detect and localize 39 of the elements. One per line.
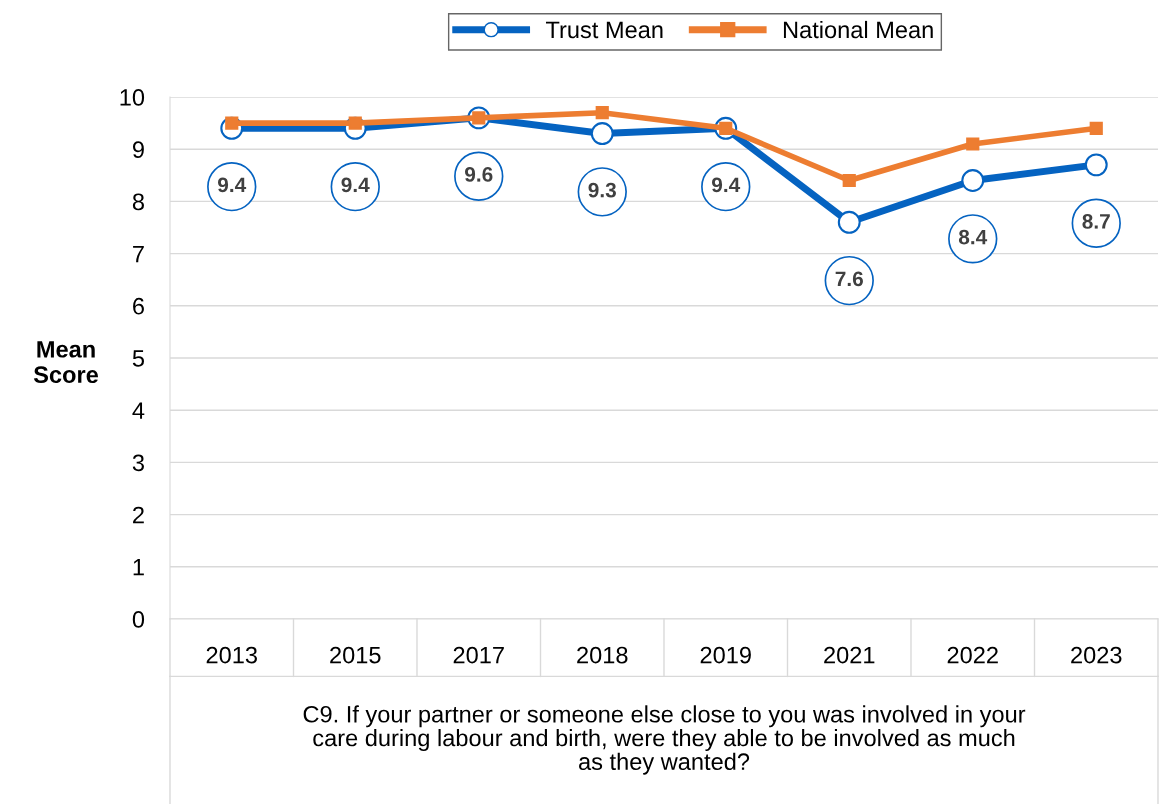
legend-label: National Mean (783, 20, 933, 39)
data-label: 9.4 (711, 177, 741, 193)
data-label: 9.4 (341, 177, 370, 193)
y-tick-label: 2 (133, 506, 144, 524)
x-tick-label: 2023 (1071, 646, 1122, 664)
data-label: 9.3 (588, 182, 616, 198)
y-axis-title: Mean Score (33, 341, 99, 384)
data-label: 7.6 (835, 271, 863, 287)
point (595, 106, 609, 120)
data-label: 9.4 (217, 177, 247, 193)
y-tick-label: 6 (133, 297, 144, 315)
x-tick-label: 2021 (824, 646, 875, 664)
point (590, 122, 614, 145)
y-tick-label: 5 (132, 350, 145, 367)
x-tick-label: 2017 (453, 646, 504, 664)
data-label: 8.7 (1082, 214, 1110, 229)
point (966, 137, 980, 151)
y-tick-label: 0 (132, 611, 145, 628)
legend-label: Trust Mean (545, 21, 663, 39)
point (837, 210, 861, 234)
x-tick-label: 2013 (206, 646, 257, 664)
y-tick-label: 8 (132, 193, 144, 211)
x-tick-label: 2018 (577, 646, 628, 664)
x-axis-title: C9. If your partner or someone else close to you was involved in your care during labour and birth, were they able to be involved as much as they wanted? (303, 705, 1026, 775)
x-tick-label: 2019 (700, 646, 751, 664)
data-label: 8.4 (958, 229, 988, 245)
y-tick-label: 4 (132, 402, 145, 419)
y-tick-label: 1 (133, 559, 144, 576)
y-tick-label: 7 (133, 245, 144, 263)
point (842, 173, 856, 188)
point (1084, 153, 1108, 177)
x-tick-label: 2022 (947, 646, 998, 664)
y-tick-label: 3 (132, 454, 144, 472)
y-tick-label: 9 (132, 141, 144, 158)
data-label: 9.6 (464, 167, 493, 182)
x-tick-label: 2015 (330, 646, 381, 664)
point (1089, 121, 1103, 135)
y-tick-label: 10 (120, 89, 145, 106)
point (961, 169, 985, 192)
